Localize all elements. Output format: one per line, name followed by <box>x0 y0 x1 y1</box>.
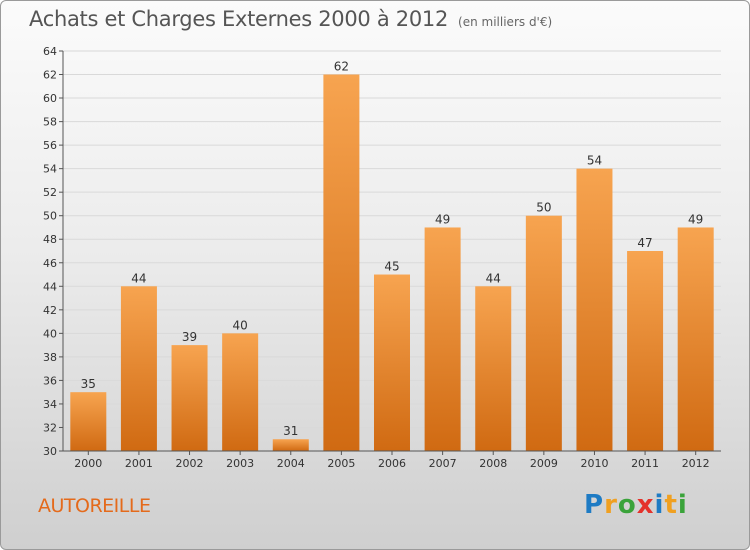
chart-title: Achats et Charges Externes 2000 à 2012 (e… <box>29 7 552 31</box>
y-tick-label: 38 <box>43 351 57 364</box>
y-tick-label: 40 <box>43 327 57 340</box>
x-tick-label: 2002 <box>176 457 204 470</box>
value-label: 40 <box>233 318 248 332</box>
value-label: 44 <box>486 271 501 285</box>
y-tick-label: 46 <box>43 257 57 270</box>
x-tick-label: 2010 <box>580 457 608 470</box>
x-tick-label: 2000 <box>74 457 102 470</box>
bar-2008 <box>475 286 512 451</box>
y-tick-label: 52 <box>43 186 57 199</box>
value-label: 54 <box>587 154 602 168</box>
chart-title-text: Achats et Charges Externes 2000 à 2012 <box>29 7 449 31</box>
x-tick-label: 2012 <box>682 457 710 470</box>
logo-letter: o <box>617 490 637 520</box>
chart-subtitle: (en milliers d'€) <box>458 15 553 29</box>
y-tick-label: 54 <box>43 163 57 176</box>
x-tick-label: 2003 <box>226 457 254 470</box>
y-tick-label: 64 <box>43 45 57 58</box>
x-tick-label: 2009 <box>530 457 558 470</box>
x-tick-label: 2007 <box>429 457 457 470</box>
bar-2005 <box>323 74 360 451</box>
x-tick-label: 2008 <box>479 457 507 470</box>
y-tick-label: 62 <box>43 69 57 82</box>
bar-2001 <box>120 286 157 451</box>
logo-letter: i <box>677 490 688 520</box>
y-tick-label: 30 <box>43 445 57 458</box>
commune-name: AUTOREILLE <box>38 495 151 517</box>
value-label: 31 <box>283 424 298 438</box>
bar-2009 <box>525 215 562 451</box>
x-tick-label: 2005 <box>327 457 355 470</box>
bar-2007 <box>424 227 461 451</box>
bar-2012 <box>677 227 714 451</box>
value-label: 35 <box>81 377 96 391</box>
bar-2000 <box>70 392 107 451</box>
x-tick-label: 2001 <box>125 457 153 470</box>
y-tick-label: 60 <box>43 92 57 105</box>
y-tick-label: 34 <box>43 398 57 411</box>
y-tick-label: 50 <box>43 210 57 223</box>
bar-2003 <box>222 333 259 451</box>
y-tick-label: 36 <box>43 374 57 387</box>
bars: 35 44 39 40 31 62 45 49 44 50 54 47 49 <box>70 60 714 451</box>
y-tick-label: 32 <box>43 421 57 434</box>
y-tick-label: 42 <box>43 304 57 317</box>
value-label: 39 <box>182 330 197 344</box>
value-label: 50 <box>536 201 551 215</box>
bar-2004 <box>272 439 309 451</box>
proxiti-logo[interactable]: Proxiti <box>584 490 688 520</box>
bar-2006 <box>374 274 410 451</box>
bar-2002 <box>171 345 208 451</box>
y-tick-label: 48 <box>43 233 57 246</box>
y-tick-label: 56 <box>43 139 57 152</box>
y-tick-label: 44 <box>43 280 57 293</box>
logo-letter: t <box>664 490 678 520</box>
x-tick-label: 2004 <box>277 457 305 470</box>
x-tick-label: 2011 <box>631 457 659 470</box>
value-label: 49 <box>688 212 703 226</box>
x-tick-label: 2006 <box>378 457 406 470</box>
logo-letter: r <box>604 490 618 520</box>
logo-letter: i <box>654 490 665 520</box>
value-label: 44 <box>131 271 146 285</box>
value-label: 47 <box>637 236 652 250</box>
bar-2010 <box>576 168 613 451</box>
value-label: 49 <box>435 212 450 226</box>
logo-letter: x <box>636 490 655 520</box>
y-tick-label: 58 <box>43 116 57 129</box>
bar-2011 <box>627 251 664 451</box>
logo-letter: P <box>584 490 605 520</box>
y-axis: 30 32 34 36 38 40 42 44 46 48 50 52 54 56 58 60 62 64 <box>43 45 64 458</box>
value-label: 45 <box>384 260 399 274</box>
value-label: 62 <box>334 60 349 74</box>
x-axis: 2000 2001 2002 2003 2004 2005 2006 2007 2008 2009… <box>63 450 721 470</box>
